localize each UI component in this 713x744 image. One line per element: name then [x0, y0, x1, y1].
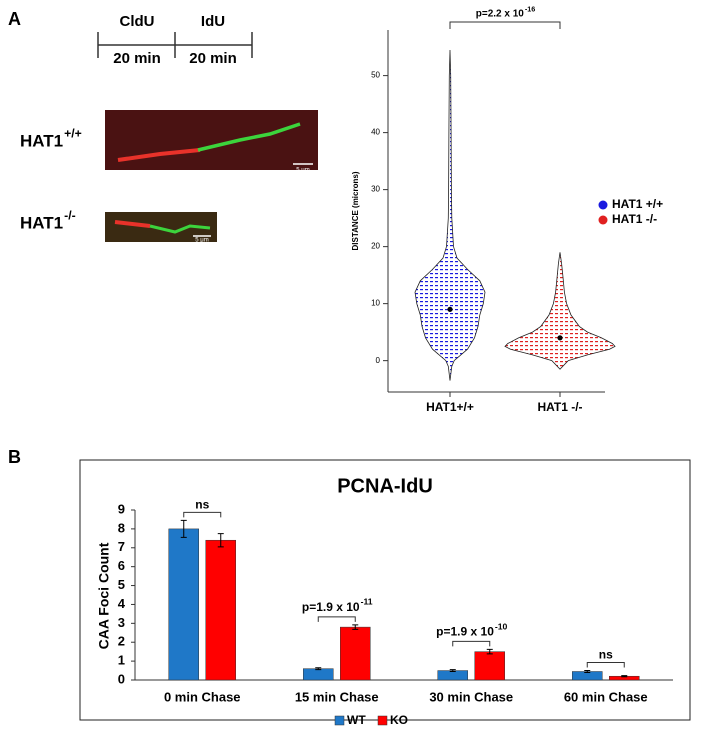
significance-bracket — [449, 21, 561, 29]
y-tick-label: 0 — [376, 356, 381, 365]
x-tick-label: 0 min Chase — [164, 689, 241, 704]
y-tick-label: 9 — [118, 501, 125, 516]
x-tick-label: HAT1+/+ — [426, 400, 474, 414]
error-bar — [621, 675, 628, 678]
y-tick-label: 40 — [371, 128, 380, 137]
violin — [414, 49, 486, 381]
x-tick-label: 15 min Chase — [295, 689, 379, 704]
y-tick-label: 6 — [118, 558, 125, 573]
mean-marker — [447, 306, 453, 312]
significance-label: p=2.2 x 10 — [476, 9, 525, 20]
y-tick-label: 50 — [371, 71, 380, 80]
error-bar — [315, 667, 322, 671]
panel-label: A — [8, 9, 21, 29]
timeline — [97, 32, 253, 58]
legend-marker — [598, 200, 608, 210]
significance-label: p=1.9 x 10 — [302, 600, 360, 614]
significance-bracket — [586, 662, 625, 668]
significance-bracket — [317, 616, 356, 622]
fiber-green — [149, 224, 211, 234]
legend-label: KO — [390, 713, 408, 727]
bar — [474, 651, 505, 681]
y-tick-label: 2 — [118, 634, 125, 649]
scale-label: 5 μm — [296, 168, 309, 174]
mean-marker — [557, 335, 563, 341]
error-bar — [486, 648, 493, 655]
y-tick-label: 10 — [371, 299, 380, 308]
y-tick-label: 3 — [118, 615, 125, 630]
y-tick-label: 8 — [118, 520, 125, 535]
chart-title: PCNA-IdU — [337, 475, 433, 497]
y-tick-label: 30 — [371, 185, 380, 194]
y-tick-label: 5 — [118, 577, 125, 592]
violin — [504, 252, 616, 370]
significance-label: p=1.9 x 10 — [436, 625, 494, 639]
significance-bracket — [183, 511, 222, 518]
error-bar — [584, 670, 591, 673]
y-tick-label: 0 — [118, 671, 125, 686]
timeline-duration: 20 min — [113, 50, 161, 67]
x-tick-label: HAT1 -/- — [537, 400, 582, 414]
error-bar — [217, 533, 224, 548]
x-tick-label: 60 min Chase — [564, 689, 648, 704]
fiber-red — [117, 148, 201, 162]
legend-label: HAT1 +/+ — [612, 197, 663, 211]
significance-label: ns — [599, 648, 613, 662]
image-label-sup: +/+ — [64, 127, 82, 141]
scale-label: 5 μm — [195, 238, 208, 244]
legend-marker — [377, 715, 388, 726]
legend-marker — [598, 215, 608, 225]
bar — [340, 626, 371, 681]
y-tick-label: 4 — [118, 596, 126, 611]
y-axis-label: CAA Foci Count — [96, 542, 112, 649]
legend-marker — [334, 715, 345, 726]
panel-label: B — [8, 447, 21, 467]
legend-label: WT — [347, 713, 366, 727]
timeline-label: CldU — [120, 13, 155, 30]
error-bar — [352, 624, 359, 630]
micrograph — [105, 212, 217, 242]
y-tick-label: 1 — [118, 653, 125, 668]
timeline-label: IdU — [201, 13, 225, 30]
fiber-red — [114, 220, 151, 228]
timeline-duration: 20 min — [189, 50, 237, 67]
image-label-sup: -/- — [64, 209, 76, 223]
bar — [168, 528, 199, 681]
significance-label: ns — [195, 498, 209, 512]
image-bg — [105, 110, 318, 170]
y-tick-label: 20 — [371, 242, 380, 251]
y-axis-label: DISTANCE (microns) — [351, 171, 360, 250]
significance-label-sup: -10 — [495, 621, 508, 631]
image-label: HAT1 — [20, 131, 63, 150]
error-bar — [449, 669, 456, 672]
significance-label-sup: -16 — [525, 4, 535, 13]
legend-label: HAT1 -/- — [612, 212, 657, 226]
error-bar — [180, 519, 187, 538]
bar — [205, 539, 236, 681]
y-tick-label: 7 — [118, 539, 125, 554]
bar — [303, 668, 334, 681]
significance-bracket — [452, 640, 491, 647]
significance-label-sup: -11 — [361, 597, 373, 607]
micrograph — [105, 110, 318, 170]
fiber-green — [197, 122, 301, 152]
x-tick-label: 30 min Chase — [429, 689, 513, 704]
image-label: HAT1 — [20, 213, 63, 232]
